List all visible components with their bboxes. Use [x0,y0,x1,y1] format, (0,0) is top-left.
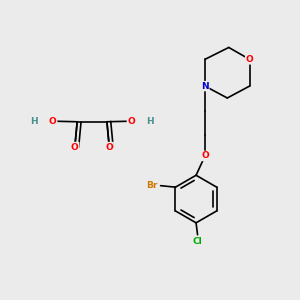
Text: Br: Br [146,181,158,190]
Text: O: O [105,142,113,152]
Text: N: N [201,82,209,91]
Text: O: O [49,117,57,126]
Text: H: H [146,117,154,126]
Text: H: H [31,117,38,126]
Text: O: O [128,117,135,126]
Text: O: O [201,152,209,160]
Text: O: O [246,55,254,64]
Text: O: O [71,142,79,152]
Text: Cl: Cl [193,237,202,246]
